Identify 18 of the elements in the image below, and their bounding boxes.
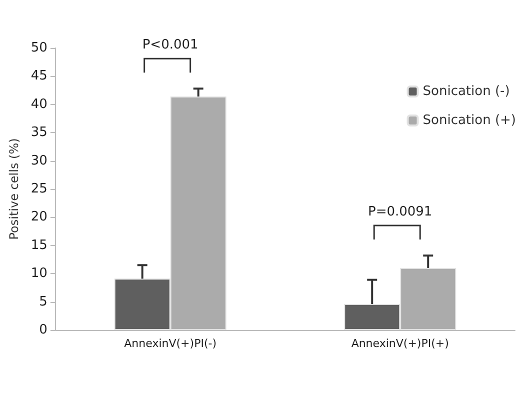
y-tick-label: 5 <box>39 294 48 310</box>
legend-label: Sonication (-) <box>422 84 510 99</box>
y-tick-label: 40 <box>30 96 48 112</box>
y-tick-label: 0 <box>39 322 48 338</box>
y-tick-label: 15 <box>30 238 48 253</box>
y-tick-label: 50 <box>30 40 48 56</box>
annotation: P=0.0091 <box>368 204 432 220</box>
y-tick-label: 35 <box>30 125 48 140</box>
y-tick-label: 10 <box>30 266 48 282</box>
y-axis-title: Positive cells (%) <box>7 138 21 240</box>
y-tick-label: 25 <box>30 182 48 196</box>
y-tick-label: 45 <box>30 68 48 84</box>
y-tick-label: 20 <box>30 210 48 225</box>
y-tick-label: 30 <box>30 153 48 168</box>
annotation: P<0.001 <box>142 38 198 53</box>
x-tick-label: AnnexinV(+)PI(+) <box>351 337 449 350</box>
x-tick-label: AnnexinV(+)PI(-) <box>124 337 217 350</box>
legend-label: Sonication (+) <box>422 113 516 128</box>
